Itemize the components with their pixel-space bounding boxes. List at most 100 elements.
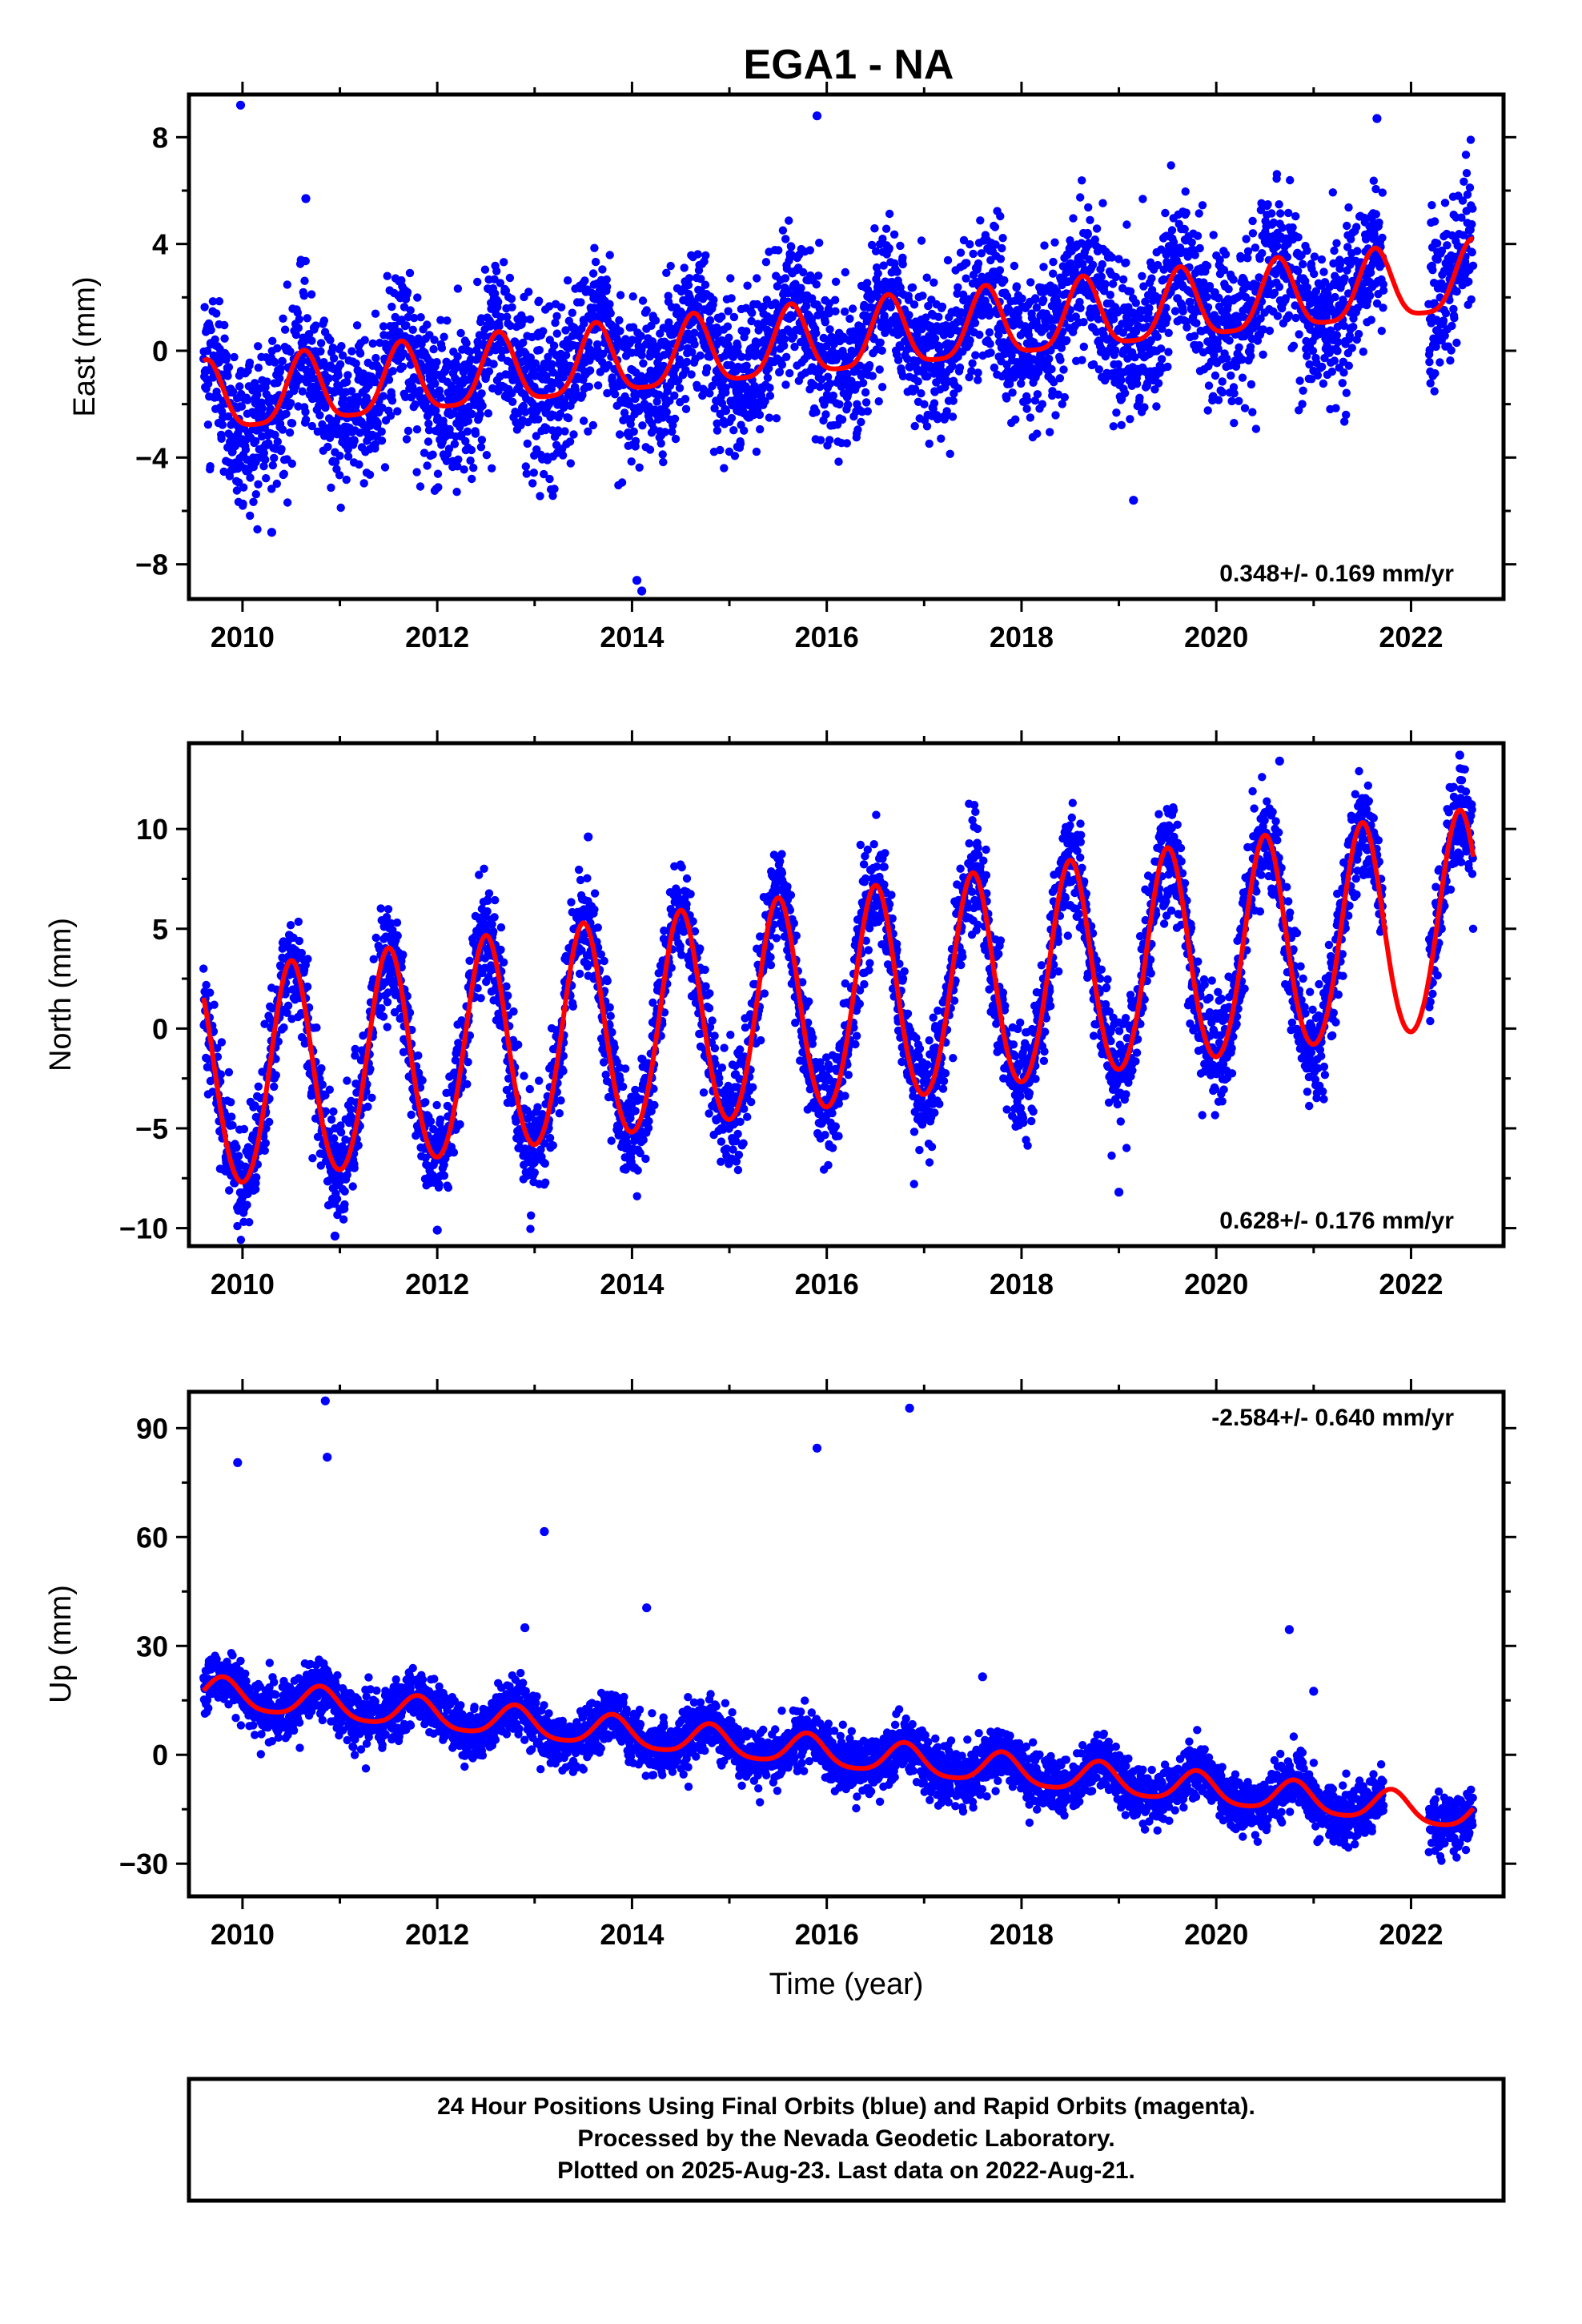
data-point	[1039, 296, 1048, 304]
data-point	[1122, 258, 1130, 267]
data-point	[1086, 215, 1094, 224]
data-point	[327, 483, 335, 493]
data-point	[508, 389, 516, 398]
data-point	[561, 326, 570, 335]
data-point	[1270, 288, 1279, 298]
data-point	[1100, 376, 1110, 385]
data-point	[303, 314, 311, 323]
data-point	[1344, 203, 1353, 212]
data-point	[605, 300, 614, 308]
data-point	[1094, 365, 1104, 374]
data-point	[251, 490, 260, 499]
data-point	[1335, 260, 1345, 269]
data-point	[263, 377, 271, 386]
data-point	[1126, 415, 1134, 424]
data-point	[1214, 344, 1223, 353]
data-point	[1218, 377, 1227, 386]
data-point	[930, 278, 938, 287]
data-point	[1379, 304, 1387, 312]
y-tick-label: 4	[152, 228, 168, 261]
data-point	[977, 249, 986, 258]
data-point	[335, 471, 344, 480]
data-point	[243, 1200, 251, 1209]
data-point	[1130, 353, 1139, 362]
data-point	[437, 344, 447, 352]
data-point	[602, 283, 612, 292]
data-point	[812, 328, 821, 338]
x-tick-label: 2010	[211, 621, 275, 653]
data-point	[1076, 304, 1085, 312]
data-point	[548, 492, 557, 501]
data-point	[1322, 312, 1331, 322]
data-point	[697, 275, 705, 283]
data-point	[279, 1023, 288, 1032]
data-point	[522, 469, 531, 478]
data-point	[606, 309, 615, 318]
data-point	[727, 360, 736, 370]
data-point	[297, 948, 306, 958]
data-point	[1437, 246, 1447, 255]
data-point	[283, 498, 292, 507]
data-point	[262, 474, 271, 483]
data-point	[453, 352, 462, 361]
data-point	[265, 1117, 274, 1127]
data-point	[496, 279, 505, 287]
data-point	[232, 486, 242, 495]
data-point	[1050, 378, 1058, 387]
data-point	[966, 336, 974, 345]
data-point	[208, 297, 218, 306]
y-tick-label: −4	[135, 441, 168, 474]
data-point	[825, 325, 834, 334]
data-point	[1289, 341, 1299, 350]
data-point	[790, 342, 799, 352]
data-point	[335, 360, 345, 369]
data-point	[665, 318, 673, 327]
data-point	[1342, 388, 1351, 397]
data-point	[1284, 208, 1293, 218]
data-point	[307, 421, 316, 431]
data-point	[1147, 274, 1156, 283]
data-point	[924, 301, 933, 311]
data-point	[1146, 336, 1155, 345]
data-point	[1050, 238, 1059, 247]
data-point	[329, 354, 339, 363]
data-point	[254, 480, 263, 489]
data-point	[937, 434, 946, 443]
data-point	[552, 329, 561, 338]
data-point	[339, 1215, 348, 1224]
data-point	[1342, 410, 1351, 420]
data-point	[1182, 323, 1191, 332]
data-point	[742, 361, 751, 370]
data-point	[295, 315, 303, 324]
data-point	[489, 360, 498, 368]
data-point	[454, 455, 463, 464]
data-point	[280, 325, 290, 334]
data-point	[1303, 246, 1311, 255]
data-point	[1310, 252, 1319, 261]
data-point	[482, 451, 492, 460]
data-point	[815, 239, 824, 247]
data-point	[315, 411, 324, 420]
data-point	[204, 380, 213, 388]
data-point	[995, 266, 1005, 275]
data-point	[377, 436, 387, 445]
data-point	[1164, 348, 1173, 356]
data-point	[943, 255, 953, 265]
data-point	[861, 388, 870, 397]
data-point	[785, 216, 793, 225]
data-point	[1440, 332, 1449, 340]
outlier-point	[637, 586, 647, 596]
data-point	[348, 1182, 357, 1191]
data-point	[423, 320, 432, 329]
data-point	[921, 313, 930, 322]
data-point	[1118, 328, 1128, 337]
data-point	[1235, 396, 1243, 405]
data-point	[875, 365, 884, 374]
data-point	[662, 408, 671, 416]
data-point	[273, 344, 282, 353]
data-point	[753, 274, 761, 283]
data-point	[1002, 394, 1011, 403]
data-point	[398, 362, 408, 372]
data-point	[666, 261, 675, 271]
